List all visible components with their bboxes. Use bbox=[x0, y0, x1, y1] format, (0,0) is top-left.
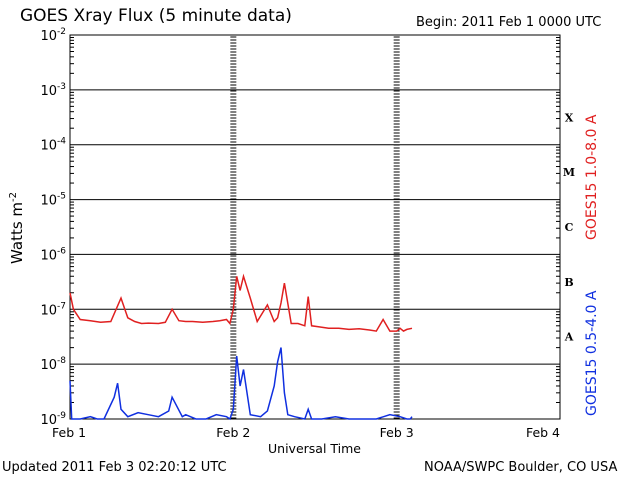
y-tick-label: 10-7 bbox=[40, 301, 66, 318]
x-tick-label: Feb 4 bbox=[526, 425, 560, 440]
x-tick-label: Feb 2 bbox=[216, 425, 250, 440]
flare-class-m: M bbox=[563, 166, 575, 179]
y-tick-label: 10-9 bbox=[40, 411, 66, 428]
begin-time-label: Begin: 2011 Feb 1 0000 UTC bbox=[416, 15, 602, 30]
chart-title: GOES Xray Flux (5 minute data) bbox=[20, 6, 292, 26]
x-tick-label: Feb 3 bbox=[380, 425, 414, 440]
flare-class-b: B bbox=[564, 276, 573, 289]
updated-timestamp: Updated 2011 Feb 3 02:20:12 UTC bbox=[2, 460, 227, 475]
plot-frame bbox=[69, 34, 561, 420]
y-tick-label: 10-2 bbox=[40, 27, 66, 44]
legend-short-channel: GOES15 0.5-4.0 A bbox=[584, 290, 600, 416]
series-long-channel-line bbox=[69, 273, 413, 332]
series-short-channel-line bbox=[69, 347, 413, 421]
x-tick-label: Feb 1 bbox=[52, 425, 86, 440]
y-tick-label: 10-6 bbox=[40, 246, 66, 263]
credit-label: NOAA/SWPC Boulder, CO USA bbox=[424, 460, 618, 475]
y-tick-label: 10-3 bbox=[40, 82, 66, 99]
x-axis-label: Universal Time bbox=[268, 441, 361, 456]
y-tick-label: 10-8 bbox=[40, 356, 66, 373]
flare-class-c: C bbox=[565, 221, 574, 234]
legend-long-channel: GOES15 1.0-8.0 A bbox=[584, 114, 600, 240]
y-tick-label: 10-4 bbox=[40, 137, 66, 154]
flare-class-x: X bbox=[565, 111, 574, 124]
flare-class-a: A bbox=[564, 331, 574, 344]
y-tick-label: 10-5 bbox=[40, 192, 66, 209]
